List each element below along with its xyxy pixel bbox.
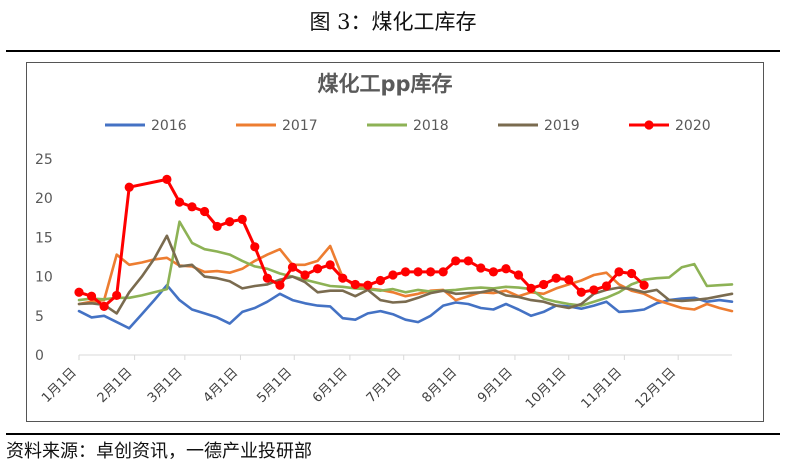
legend-label-2017: 2017 <box>282 118 318 134</box>
data-point-2020 <box>488 267 499 277</box>
line-chart: 煤化工pp库存 2016 2017 2018 2019 2020 0510152025 … <box>35 72 734 412</box>
data-point-2020 <box>438 267 448 277</box>
data-point-2020 <box>187 202 197 212</box>
y-tick-label: 5 <box>35 309 44 325</box>
x-tick-label: 8月1日 <box>419 365 460 406</box>
data-point-2020 <box>74 287 84 297</box>
x-tick-label: 9月1日 <box>475 365 516 406</box>
data-point-2020 <box>325 260 335 270</box>
data-point-2020 <box>350 279 360 290</box>
source-note: 资料来源：卓创资讯，一德产业投研部 <box>6 441 312 462</box>
top-rule <box>6 50 780 52</box>
data-point-2020 <box>99 301 109 311</box>
data-point-2020 <box>250 242 260 252</box>
data-point-2020 <box>237 214 247 224</box>
data-point-2020 <box>589 285 599 295</box>
data-point-2020 <box>363 280 373 290</box>
data-point-2020 <box>564 275 574 285</box>
data-point-2020 <box>551 273 561 283</box>
y-tick-label: 0 <box>35 348 44 364</box>
data-point-2020 <box>576 287 586 297</box>
x-tick-label: 7月1日 <box>364 365 405 406</box>
data-point-2020 <box>400 267 411 277</box>
data-point-2020 <box>513 270 524 280</box>
y-axis: 0 5 10 15 20 25 <box>35 152 53 364</box>
data-point-2020 <box>162 174 172 184</box>
figure-caption: 图 3：煤化工库存 <box>309 10 477 34</box>
data-point-2020 <box>614 267 624 277</box>
series-line-2019 <box>77 234 734 315</box>
data-point-2020 <box>275 280 285 290</box>
data-point-2020 <box>124 182 134 192</box>
data-point-2020 <box>86 291 97 301</box>
data-point-2020 <box>463 256 473 266</box>
x-tick-label: 10月1日 <box>523 365 570 412</box>
data-point-2020 <box>199 206 210 217</box>
data-point-2020 <box>639 280 649 290</box>
y-tick-label: 10 <box>35 270 53 286</box>
plot-area <box>74 174 734 330</box>
data-point-2020 <box>388 270 398 280</box>
data-point-2020 <box>262 273 272 283</box>
chart-legend: 2016 2017 2018 2019 2020 <box>105 118 711 134</box>
chart-title: 煤化工pp库存 <box>317 72 452 96</box>
legend-marker-2020 <box>644 120 654 130</box>
x-axis: 1月1日 2月1日 3月1日 4月1日 5月1日 6月1日 7月1日 8月1日 9月1日 10月1… <box>39 354 732 412</box>
y-tick-label: 25 <box>35 152 53 168</box>
bottom-rule <box>6 433 780 435</box>
legend-label-2018: 2018 <box>413 118 449 134</box>
x-tick-label: 12月1日 <box>632 365 679 412</box>
data-point-2020 <box>212 221 222 232</box>
data-point-2020 <box>526 283 536 293</box>
x-tick-label: 1月1日 <box>39 365 80 406</box>
data-point-2020 <box>476 263 486 273</box>
data-point-2020 <box>300 270 310 280</box>
data-point-2020 <box>312 264 323 274</box>
data-point-2020 <box>174 197 185 207</box>
data-point-2020 <box>287 262 298 272</box>
x-tick-label: 4月1日 <box>201 365 242 406</box>
chart-area: 煤化工pp库存 2016 2017 2018 2019 2020 0 5 10 15 20 25 … <box>26 62 764 422</box>
data-point-2020 <box>501 264 511 274</box>
legend-label-2020: 2020 <box>675 118 711 134</box>
legend-label-2016: 2016 <box>151 118 187 134</box>
data-point-2020 <box>451 256 461 266</box>
data-point-2020 <box>338 273 348 283</box>
data-point-2020 <box>375 275 385 286</box>
legend-label-2019: 2019 <box>544 118 580 134</box>
data-point-2020 <box>413 267 423 277</box>
data-point-2020 <box>539 279 549 290</box>
y-tick-label: 20 <box>35 191 53 207</box>
data-point-2020 <box>426 267 436 277</box>
x-tick-label: 2月1日 <box>95 365 136 406</box>
data-point-2020 <box>601 281 612 291</box>
x-tick-label: 6月1日 <box>310 365 351 406</box>
data-point-2020 <box>112 290 122 301</box>
y-tick-label: 15 <box>35 230 53 246</box>
x-tick-label: 3月1日 <box>145 365 186 406</box>
x-tick-label: 5月1日 <box>254 365 295 406</box>
data-point-2020 <box>225 217 235 227</box>
x-tick-label: 11月1日 <box>579 365 626 412</box>
data-point-2020 <box>626 268 637 279</box>
series-line-2018 <box>77 220 734 307</box>
series-line-2016 <box>77 283 734 330</box>
